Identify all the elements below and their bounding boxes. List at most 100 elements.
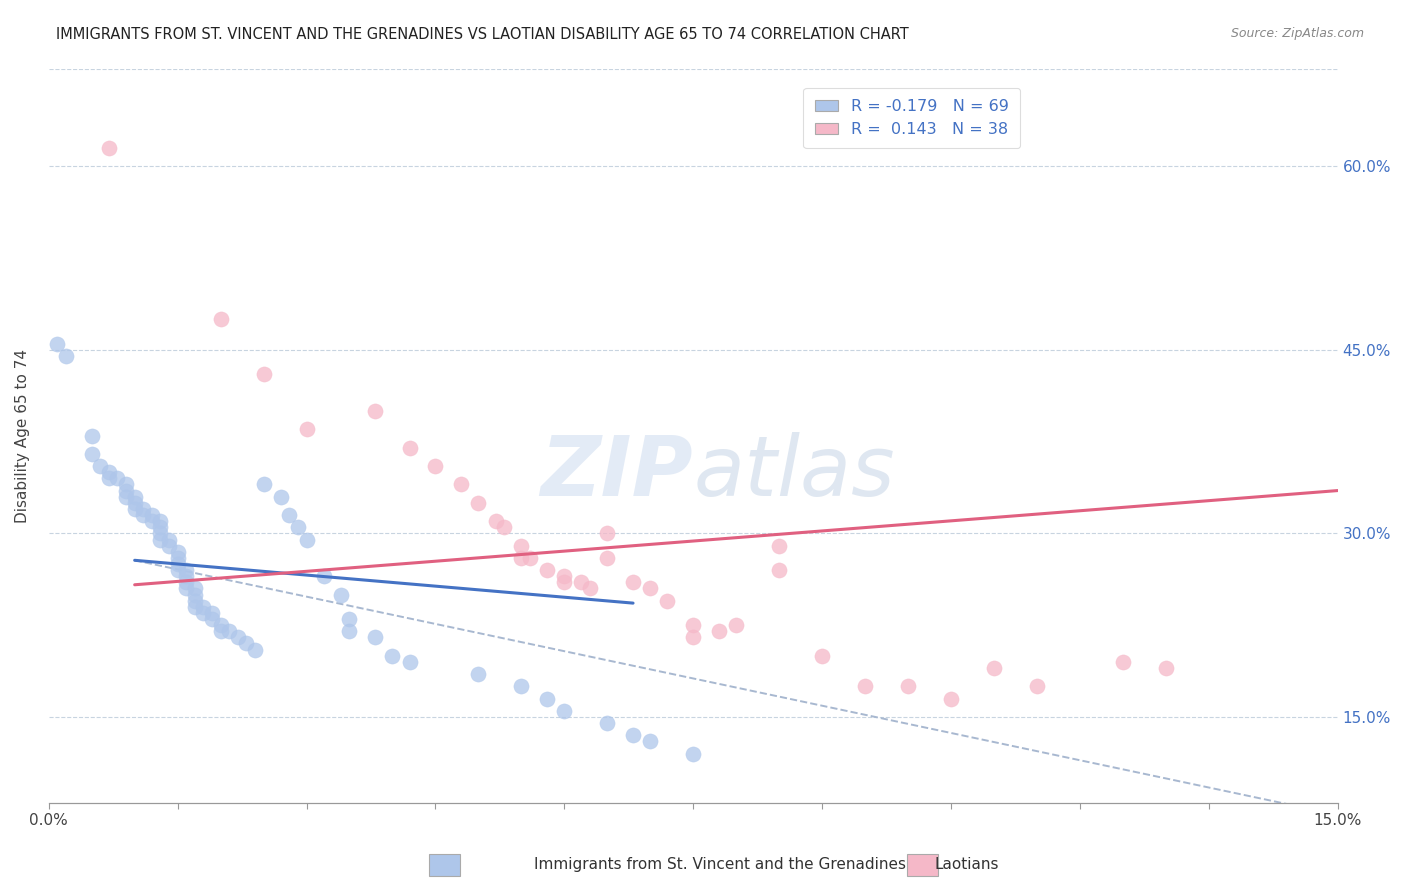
Point [364, 631, 387, 645]
Point [768, 563, 790, 577]
Legend: R = -0.179   N = 69, R =  0.143   N = 38: R = -0.179 N = 69, R = 0.143 N = 38 [803, 87, 1021, 148]
Point [184, 593, 207, 607]
Point [553, 569, 575, 583]
Point [596, 716, 619, 731]
Point [149, 533, 172, 547]
Point [638, 582, 661, 596]
Point [553, 575, 575, 590]
Point [226, 631, 249, 645]
Text: Laotians: Laotians [935, 857, 1000, 872]
Point [312, 569, 335, 583]
Point [1112, 655, 1135, 669]
Point [1025, 679, 1047, 693]
Point [621, 728, 644, 742]
Point [381, 648, 404, 663]
Text: ZIP: ZIP [540, 432, 693, 513]
Point [166, 557, 188, 571]
Point [571, 575, 593, 590]
Point [329, 588, 352, 602]
Point [174, 575, 197, 590]
Point [124, 490, 146, 504]
Point [201, 606, 224, 620]
Point [450, 477, 472, 491]
Point [339, 624, 361, 639]
Point [983, 661, 1005, 675]
Point [287, 520, 309, 534]
Point [115, 477, 138, 491]
Point [657, 593, 679, 607]
Point [166, 563, 188, 577]
Point [536, 563, 558, 577]
Point [124, 502, 146, 516]
Point [398, 441, 420, 455]
Point [141, 514, 163, 528]
Point [621, 575, 644, 590]
Point [184, 599, 207, 614]
Point [682, 618, 704, 632]
Point [107, 471, 129, 485]
Point [398, 655, 420, 669]
Point [295, 422, 318, 436]
Point [768, 539, 790, 553]
Point [536, 691, 558, 706]
Point [638, 734, 661, 748]
Point [725, 618, 748, 632]
Point [149, 514, 172, 528]
Point [682, 747, 704, 761]
Point [132, 502, 155, 516]
Point [174, 563, 197, 577]
Point [510, 679, 533, 693]
Point [218, 624, 240, 639]
Point [494, 520, 516, 534]
Point [174, 582, 197, 596]
Point [193, 606, 215, 620]
Point [364, 404, 387, 418]
Point [467, 667, 489, 681]
Point [1154, 661, 1177, 675]
Text: IMMIGRANTS FROM ST. VINCENT AND THE GRENADINES VS LAOTIAN DISABILITY AGE 65 TO 7: IMMIGRANTS FROM ST. VINCENT AND THE GREN… [56, 27, 910, 42]
Point [157, 533, 180, 547]
Point [80, 428, 103, 442]
Point [80, 447, 103, 461]
Point [209, 618, 232, 632]
Point [278, 508, 301, 522]
Point [339, 612, 361, 626]
Point [115, 490, 138, 504]
Point [243, 642, 266, 657]
Point [519, 550, 541, 565]
Point [97, 471, 120, 485]
Point [174, 569, 197, 583]
Point [295, 533, 318, 547]
Point [166, 550, 188, 565]
Text: atlas: atlas [693, 432, 894, 513]
Point [853, 679, 876, 693]
Point [484, 514, 506, 528]
Point [115, 483, 138, 498]
Point [596, 550, 619, 565]
Point [682, 631, 704, 645]
Point [149, 520, 172, 534]
Point [553, 704, 575, 718]
Point [252, 477, 274, 491]
Point [252, 368, 274, 382]
Point [510, 550, 533, 565]
Point [97, 141, 120, 155]
Text: Source: ZipAtlas.com: Source: ZipAtlas.com [1230, 27, 1364, 40]
Point [425, 459, 447, 474]
Point [235, 636, 257, 650]
Point [270, 490, 292, 504]
Text: Immigrants from St. Vincent and the Grenadines: Immigrants from St. Vincent and the Gren… [534, 857, 907, 872]
Point [939, 691, 962, 706]
Point [579, 582, 602, 596]
Point [132, 508, 155, 522]
Point [157, 539, 180, 553]
Point [193, 599, 215, 614]
Point [141, 508, 163, 522]
Point [811, 648, 834, 663]
Point [707, 624, 730, 639]
Point [467, 496, 489, 510]
Point [510, 539, 533, 553]
Point [209, 312, 232, 326]
Point [184, 588, 207, 602]
Point [897, 679, 920, 693]
